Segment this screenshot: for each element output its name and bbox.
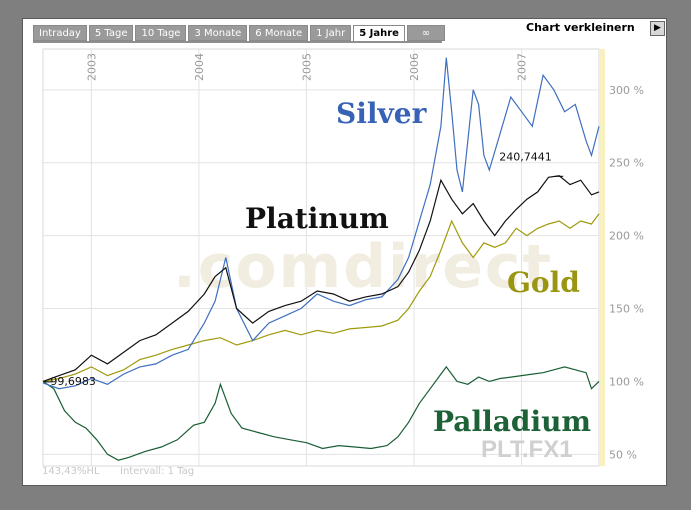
series-label-gold: Gold — [507, 266, 580, 299]
series-line-platinum — [42, 175, 600, 382]
plot-area — [42, 48, 600, 467]
y-tick-label: 100 % — [609, 375, 644, 388]
annotation-label: 99,6983 — [50, 375, 96, 388]
tab-10-tage[interactable]: 10 Tage — [135, 25, 187, 41]
tab-5-jahre[interactable]: 5 Jahre — [353, 25, 405, 41]
hl-readout: 143,43%HL — [42, 466, 100, 477]
play-arrow-icon[interactable]: ▶ — [650, 21, 665, 36]
watermark: .comdirect — [173, 232, 553, 302]
tab-1-jahr[interactable]: 1 Jahr — [310, 25, 352, 41]
series-line-silver — [42, 57, 600, 390]
tab-3-monate[interactable]: 3 Monate — [188, 25, 248, 41]
price-chart: 50 % 100 % 150 % 200 % 250 % 300 % 2003 2004 200… — [42, 48, 644, 467]
tab-intraday[interactable]: Intraday — [33, 25, 87, 41]
tab-underline — [33, 41, 442, 43]
symbol-label: PLT.FX1 — [481, 436, 573, 463]
series-line-palladium — [42, 365, 600, 461]
series-label-platinum: Platinum — [245, 202, 389, 235]
right-axis-strip — [599, 49, 605, 466]
series-label-silver: Silver — [336, 97, 428, 130]
x-tick-label: 2005 — [300, 53, 313, 81]
y-tick-label: 250 % — [609, 157, 644, 170]
y-tick-label: 150 % — [609, 303, 644, 316]
y-tick-label: 50 % — [609, 448, 637, 461]
y-tick-label: 200 % — [609, 230, 644, 243]
series-line-gold — [42, 213, 600, 382]
shrink-chart-label[interactable]: Chart verkleinern — [526, 21, 635, 34]
interval-readout: Intervall: 1 Tag — [120, 466, 195, 477]
tab-5-tage[interactable]: 5 Tage — [88, 25, 134, 41]
x-tick-label: 2007 — [516, 53, 529, 81]
x-tick-label: 2004 — [193, 53, 206, 81]
timeframe-tabs: Intraday 5 Tage 10 Tage 3 Monate 6 Monate 1 J… — [33, 25, 447, 41]
series-label-palladium: Palladium — [433, 405, 591, 438]
tab-max[interactable]: ∞ — [406, 25, 445, 41]
x-tick-label: 2006 — [408, 53, 421, 81]
x-tick-label: 2003 — [85, 53, 98, 81]
chart-window: Intraday 5 Tage 10 Tage 3 Monate 6 Monate 1 J… — [22, 18, 667, 486]
tab-6-monate[interactable]: 6 Monate — [249, 25, 309, 41]
annotation-label: 240,7441 — [499, 150, 551, 163]
y-tick-label: 300 % — [609, 84, 644, 97]
